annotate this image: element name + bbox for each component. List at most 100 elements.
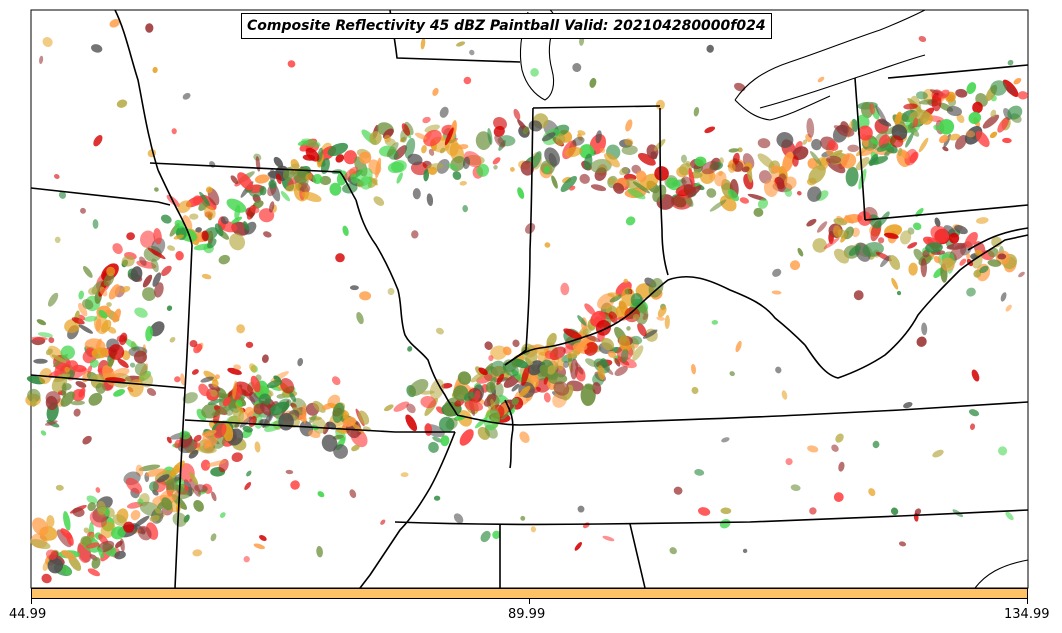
reflectivity-blob [810,151,822,166]
reflectivity-blob [492,530,501,539]
reflectivity-blob [70,400,85,406]
reflectivity-blob [782,151,794,173]
reflectivity-blob [859,148,875,156]
reflectivity-blob [869,102,876,115]
reflectivity-blob [258,393,272,406]
reflectivity-blob [435,327,444,335]
reflectivity-blob [620,348,629,363]
reflectivity-blob [933,124,940,131]
border-tn-south [394,509,1029,526]
reflectivity-blob [125,477,143,494]
reflectivity-blob [420,390,435,395]
reflectivity-blob [630,293,643,307]
reflectivity-blob [80,207,86,214]
reflectivity-blob [781,390,788,400]
reflectivity-blob [632,181,650,194]
reflectivity-blob [30,336,48,341]
reflectivity-blob [446,163,458,171]
reflectivity-blob [721,437,730,443]
reflectivity-blob [530,526,537,533]
reflectivity-blob [45,395,58,411]
reflectivity-blob [140,230,156,248]
reflectivity-blob [577,315,587,326]
reflectivity-blob [771,290,782,295]
reflectivity-blob [319,175,332,186]
reflectivity-blob [219,221,238,233]
reflectivity-blob [681,176,694,190]
reflectivity-blob [109,19,120,28]
reflectivity-blob [71,317,85,325]
reflectivity-blob [244,481,252,491]
reflectivity-blob [107,357,115,369]
reflectivity-blob [336,170,348,186]
reflectivity-blob [246,470,252,477]
reflectivity-blob [570,358,579,380]
reflectivity-blob [86,495,98,504]
reflectivity-blob [868,488,876,497]
border-wv [804,204,1029,379]
reflectivity-blob [998,446,1008,456]
reflectivity-blob [459,180,467,186]
reflectivity-blob [112,308,121,323]
reflectivity-blob [1007,105,1023,120]
reflectivity-blob [407,346,413,352]
reflectivity-blob [134,515,150,528]
reflectivity-blob [941,257,955,272]
reflectivity-blob [770,165,782,174]
reflectivity-blob [607,177,616,185]
reflectivity-blob [321,434,338,452]
reflectivity-blob [411,230,419,239]
reflectivity-blob [484,341,493,350]
reflectivity-blob [894,111,902,126]
reflectivity-blob [618,335,631,350]
reflectivity-blob [464,400,484,412]
reflectivity-blob [236,399,243,408]
reflectivity-blob [704,126,716,134]
reflectivity-blob [342,412,348,421]
reflectivity-blob [511,383,520,392]
reflectivity-blob [513,108,521,120]
reflectivity-blob [974,249,983,257]
reflectivity-blob [155,507,161,514]
reflectivity-blob [626,326,631,331]
reflectivity-blob [572,342,588,352]
reflectivity-blob [222,396,231,407]
reflectivity-blob [785,458,793,466]
reflectivity-blob [54,236,61,243]
reflectivity-blob [900,151,909,159]
reflectivity-blob [254,441,261,453]
reflectivity-blob [711,319,718,325]
reflectivity-blob [369,131,382,146]
reflectivity-blob [494,135,506,148]
reflectivity-blob [232,380,237,400]
reflectivity-blob [543,365,548,377]
reflectivity-blob [305,147,320,162]
reflectivity-blob [797,247,804,257]
reflectivity-blob [719,519,731,529]
colorbar-tick-max: 134.99 [1004,607,1050,622]
reflectivity-blob [95,353,101,360]
reflectivity-blob [438,416,455,433]
reflectivity-blob [199,191,211,206]
reflectivity-blob [116,99,128,108]
reflectivity-blob [541,132,556,142]
reflectivity-blob [387,287,395,296]
reflectivity-blob [97,547,104,559]
reflectivity-blob [720,507,732,515]
reflectivity-blob [888,255,901,270]
reflectivity-blob [903,103,918,110]
reflectivity-blob [1018,271,1025,278]
reflectivity-blob [110,526,126,540]
reflectivity-blob [27,388,41,403]
reflectivity-blob [428,441,439,453]
reflectivity-blob [912,222,922,231]
reflectivity-blob [614,358,621,367]
reflectivity-blob [123,521,135,533]
reflectivity-blob [387,161,404,174]
reflectivity-blob [462,205,469,213]
reflectivity-blob [890,507,899,516]
reflectivity-blob [48,370,62,378]
reflectivity-blob [423,129,442,147]
reflectivity-blob [880,255,891,268]
reflectivity-blob [203,442,211,449]
